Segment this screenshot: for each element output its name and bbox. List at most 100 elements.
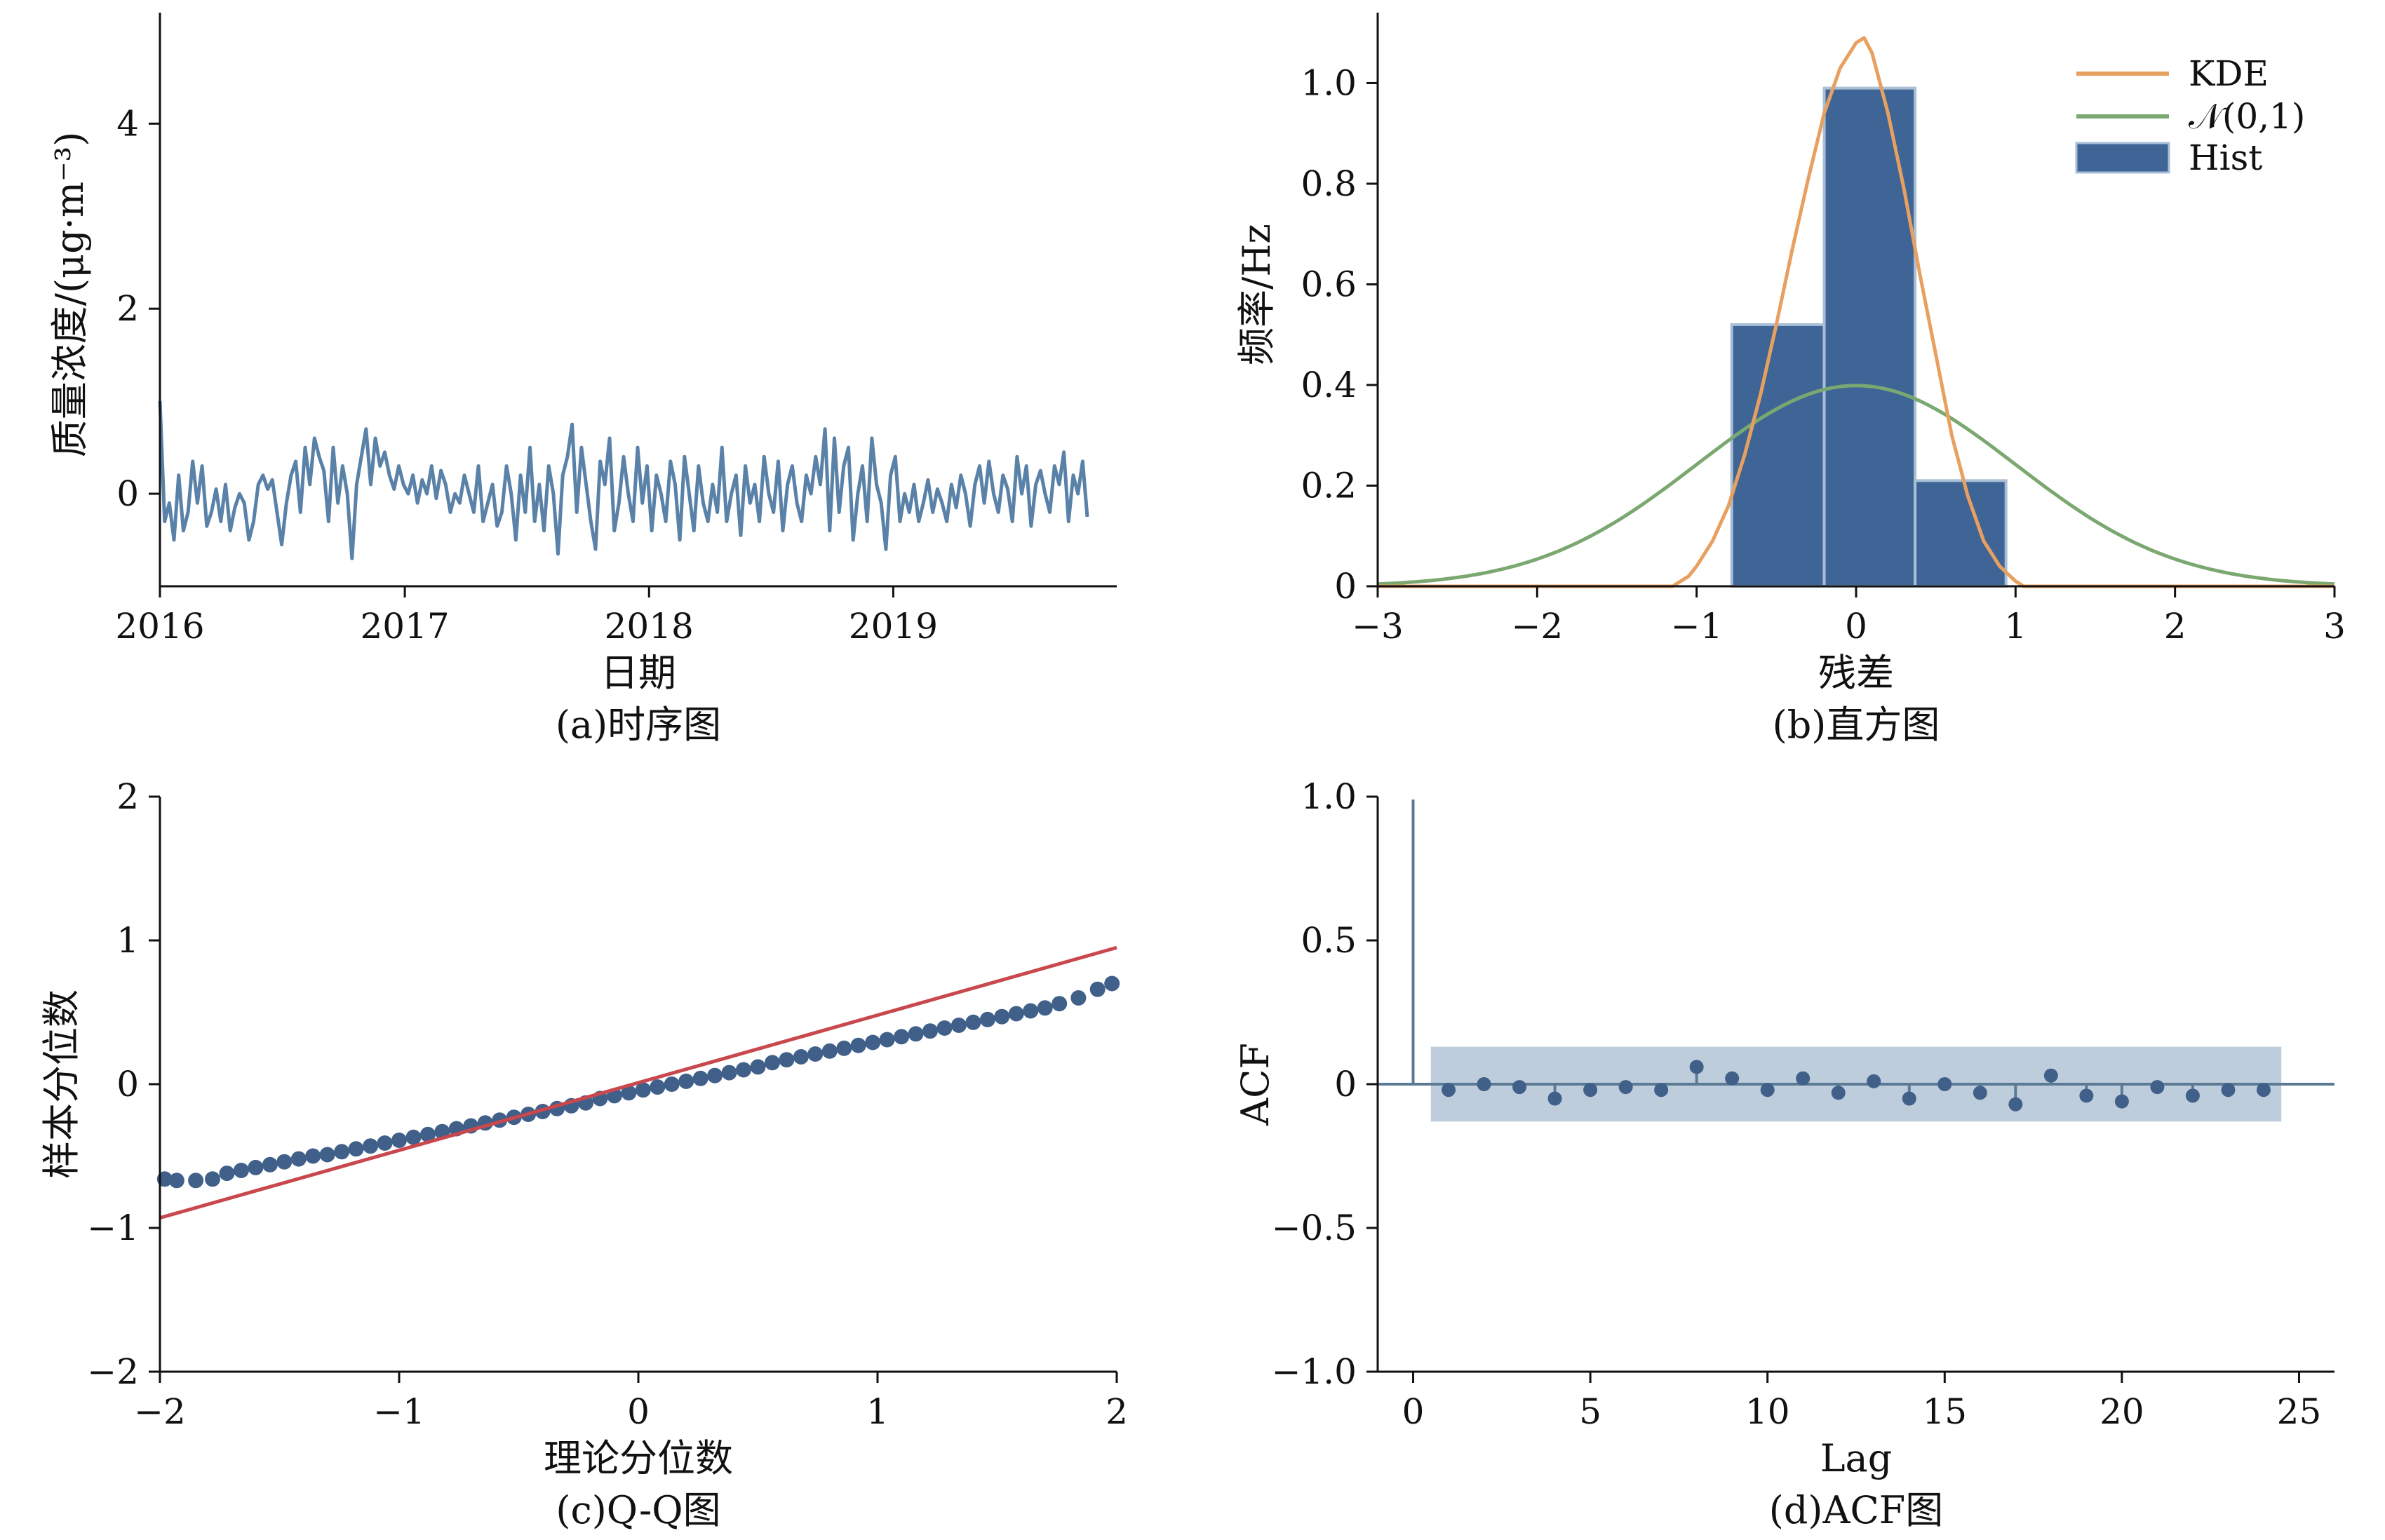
panel-b-y-tick-label: 0 — [1334, 566, 1357, 607]
acf-point — [1973, 1086, 1987, 1100]
panel-c-caption: (c)Q-Q图 — [556, 1488, 720, 1532]
qq-point — [348, 1141, 364, 1157]
acf-point — [1477, 1077, 1491, 1091]
qq-point — [334, 1144, 350, 1160]
acf-point — [1760, 1083, 1775, 1097]
panel-a-x-tick-label: 2018 — [605, 606, 694, 647]
legend-normal-label: 𝒩(0,1) — [2189, 96, 2305, 137]
qq-point — [750, 1059, 766, 1075]
qq-point — [233, 1163, 249, 1178]
panel-a-y-tick-label: 2 — [116, 288, 139, 329]
qq-point — [1008, 1006, 1024, 1022]
panel-c-xlabel: 理论分位数 — [544, 1436, 733, 1480]
histogram-bar — [1914, 479, 2008, 588]
qq-point — [168, 1173, 184, 1189]
panel-b-ticks: −3 −2 −1 0 1 2 3 0 0.2 0.4 0.6 0.8 1.0 — [1301, 62, 2345, 647]
qq-point — [807, 1046, 824, 1062]
acf-point — [1725, 1071, 1740, 1086]
panel-b-y-tick-label: 0.2 — [1301, 465, 1357, 506]
legend-kde-label: KDE — [2189, 53, 2269, 94]
panel-c-y-tick-label: −2 — [87, 1351, 139, 1392]
panel-d-x-tick-label: 0 — [1402, 1391, 1425, 1432]
qq-point — [836, 1040, 852, 1056]
panel-d-xlabel: Lag — [1820, 1436, 1893, 1480]
panel-a-caption: (a)时序图 — [556, 703, 721, 747]
panel-d-y-tick-label: −1.0 — [1272, 1351, 1357, 1392]
acf-plot-area — [1378, 799, 2334, 1122]
panel-c-y-tick-label: 0 — [116, 1064, 139, 1105]
qq-point — [908, 1026, 924, 1042]
legend-hist-swatch — [2075, 142, 2170, 174]
panel-b-y-tick-label: 0.8 — [1301, 163, 1357, 204]
panel-c-x-tick-label: 0 — [627, 1391, 650, 1432]
acf-point — [1442, 1083, 1456, 1097]
qq-point — [879, 1032, 895, 1048]
qq-point — [1052, 996, 1068, 1012]
qq-point — [865, 1034, 881, 1051]
acf-point — [1831, 1086, 1846, 1100]
panel-a-xlabel: 日期 — [600, 651, 676, 695]
panel-a-x-tick-label: 2016 — [115, 606, 204, 647]
panel-c-y-tick-label: 2 — [116, 776, 139, 817]
timeseries-plot-area — [158, 401, 1089, 560]
panel-b-legend: KDE 𝒩(0,1) Hist — [2075, 53, 2305, 178]
panel-b-x-tick-label: 2 — [2164, 606, 2186, 647]
panel-c-ticks: −2 −1 0 1 2 −2 −1 0 1 2 — [87, 776, 1128, 1432]
qq-plot-area — [156, 945, 1120, 1220]
acf-point — [1618, 1080, 1633, 1095]
panel-b-x-tick-label: 0 — [1845, 606, 1867, 647]
panel-d-x-tick-label: 20 — [2100, 1391, 2144, 1432]
qq-point — [736, 1062, 751, 1078]
panel-d-y-tick-label: 0.5 — [1301, 920, 1357, 961]
histogram-plot-area — [1377, 36, 2335, 588]
qq-point — [721, 1065, 737, 1081]
acf-point — [1547, 1091, 1562, 1106]
panel-d-y-tick-label: 0 — [1334, 1064, 1357, 1105]
qq-point — [965, 1014, 981, 1030]
qq-point — [678, 1073, 694, 1089]
qq-point — [205, 1171, 220, 1187]
panel-d-acf: 0 5 10 15 20 25 −1.0 −0.5 0 0.5 1.0 Lag ACF (d)ACF… — [1233, 776, 2334, 1532]
acf-point — [2150, 1080, 2165, 1095]
panel-a-timeseries: 2016 2017 2018 2019 0 2 4 日期 质量浓度/(μg·m⁻³) (a)… — [48, 13, 1117, 747]
qq-point — [1037, 1000, 1053, 1016]
qq-point — [650, 1079, 666, 1095]
panel-b-caption: (b)直方图 — [1773, 703, 1940, 747]
qq-point — [793, 1049, 809, 1065]
qq-point — [419, 1126, 436, 1142]
panel-b-ylabel: 频率/Hz — [1235, 224, 1279, 365]
timeseries-line — [158, 401, 1089, 560]
qq-point — [692, 1070, 708, 1086]
acf-point — [2043, 1068, 2058, 1083]
panel-c-x-tick-label: −2 — [134, 1391, 186, 1432]
qq-point — [1089, 981, 1106, 997]
normal-pdf-curve — [1377, 384, 2335, 586]
panel-d-x-tick-label: 15 — [1922, 1391, 1967, 1432]
qq-point — [894, 1029, 910, 1045]
panel-b-x-tick-label: −1 — [1671, 606, 1723, 647]
panel-d-x-tick-label: 10 — [1745, 1391, 1790, 1432]
qq-point — [1070, 990, 1087, 1006]
panel-b-histogram: −3 −2 −1 0 1 2 3 0 0.2 0.4 0.6 0.8 1.0 KDE 𝒩(0,1) Hi… — [1235, 13, 2346, 747]
qq-point — [188, 1173, 204, 1189]
panel-c-y-tick-label: −1 — [87, 1208, 139, 1248]
kde-curve — [1378, 36, 2334, 588]
qq-reference-line — [159, 945, 1117, 1220]
acf-point — [1654, 1083, 1669, 1097]
qq-point — [262, 1156, 278, 1173]
panel-c-qqplot: −2 −1 0 1 2 −2 −1 0 1 2 理论分位数 样本分位数 (c)Q-Q图 — [39, 776, 1128, 1532]
qq-point — [979, 1011, 995, 1027]
panel-c-ylabel: 样本分位数 — [39, 989, 83, 1179]
qq-point — [664, 1076, 680, 1092]
panel-a-x-tick-label: 2019 — [849, 606, 938, 647]
panel-c-x-tick-label: 2 — [1106, 1391, 1128, 1432]
panel-d-caption: (d)ACF图 — [1769, 1488, 1943, 1532]
panel-a-y-tick-label: 0 — [116, 473, 139, 514]
panel-d-y-tick-label: 1.0 — [1301, 776, 1357, 817]
acf-point — [1867, 1074, 1881, 1088]
acf-point — [2256, 1083, 2271, 1097]
qq-point — [950, 1018, 967, 1033]
qq-point — [936, 1020, 953, 1036]
qq-point — [363, 1138, 379, 1154]
